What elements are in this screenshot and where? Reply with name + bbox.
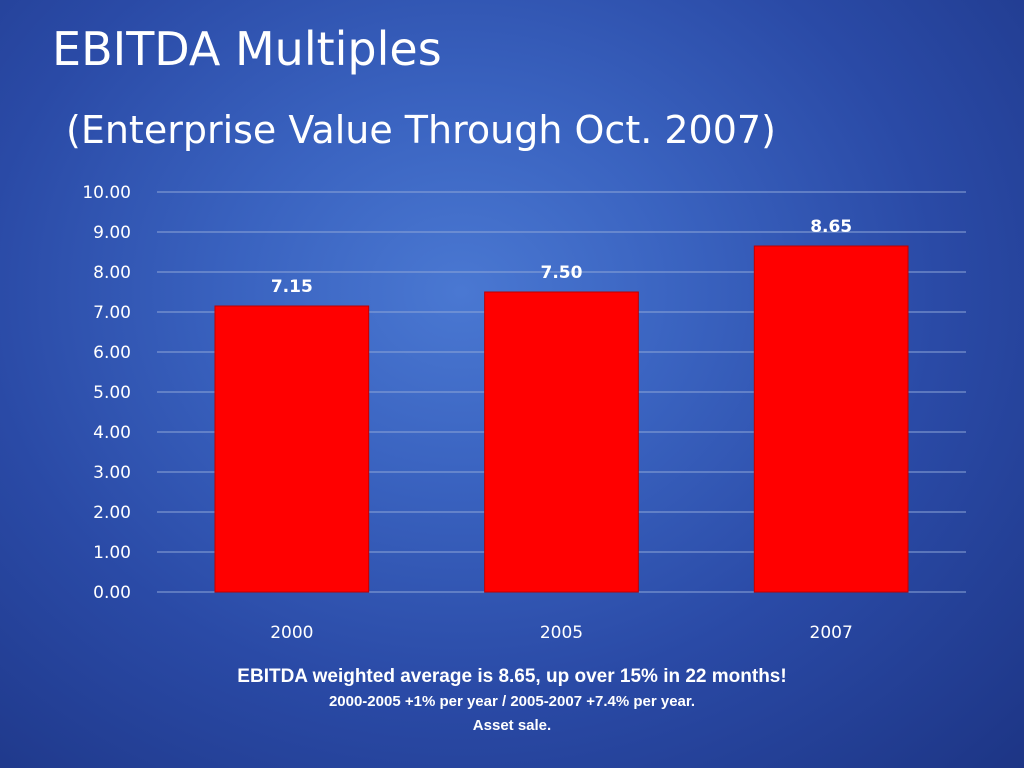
x-tick-label-2000: 2000	[270, 623, 313, 643]
y-tick-label: 5.00	[93, 383, 131, 403]
x-tick-label-2005: 2005	[540, 623, 583, 643]
data-labels: 7.15 7.50 8.65	[271, 217, 852, 297]
bar-chart: 0.00 1.00 2.00 3.00 4.00 5.00 6.00 7.00 8.00 9.00…	[82, 183, 966, 643]
slide-title: EBITDA Multiples	[52, 22, 442, 76]
y-tick-label: 6.00	[93, 343, 131, 363]
data-label-2007: 8.65	[810, 217, 852, 237]
bars	[214, 245, 909, 593]
y-tick-label: 1.00	[93, 543, 131, 563]
y-tick-label: 10.00	[82, 183, 131, 203]
y-tick-label: 3.00	[93, 463, 131, 483]
y-tick-label: 7.00	[93, 303, 131, 323]
caption-asset-sale: Asset sale.	[472, 717, 552, 734]
bar-2005	[484, 291, 639, 593]
bar-2007	[753, 245, 909, 593]
bar-2000	[214, 305, 370, 593]
caption-weighted-average: EBITDA weighted average is 8.65, up over…	[237, 666, 787, 687]
y-axis-tick-labels: 0.00 1.00 2.00 3.00 4.00 5.00 6.00 7.00 8.00 9.00…	[82, 183, 131, 603]
data-label-2005: 7.50	[541, 263, 583, 283]
data-label-2000: 7.15	[271, 277, 313, 297]
y-tick-label: 9.00	[93, 223, 131, 243]
x-tick-label-2007: 2007	[810, 623, 853, 643]
caption-growth-rates: 2000-2005 +1% per year / 2005-2007 +7.4%…	[328, 693, 696, 710]
y-tick-label: 8.00	[93, 263, 131, 283]
x-axis-tick-labels: 2000 2005 2007	[270, 623, 853, 643]
slide-subtitle: (Enterprise Value Through Oct. 2007)	[66, 108, 776, 152]
y-tick-label: 0.00	[93, 583, 131, 603]
y-tick-label: 2.00	[93, 503, 131, 523]
y-tick-label: 4.00	[93, 423, 131, 443]
